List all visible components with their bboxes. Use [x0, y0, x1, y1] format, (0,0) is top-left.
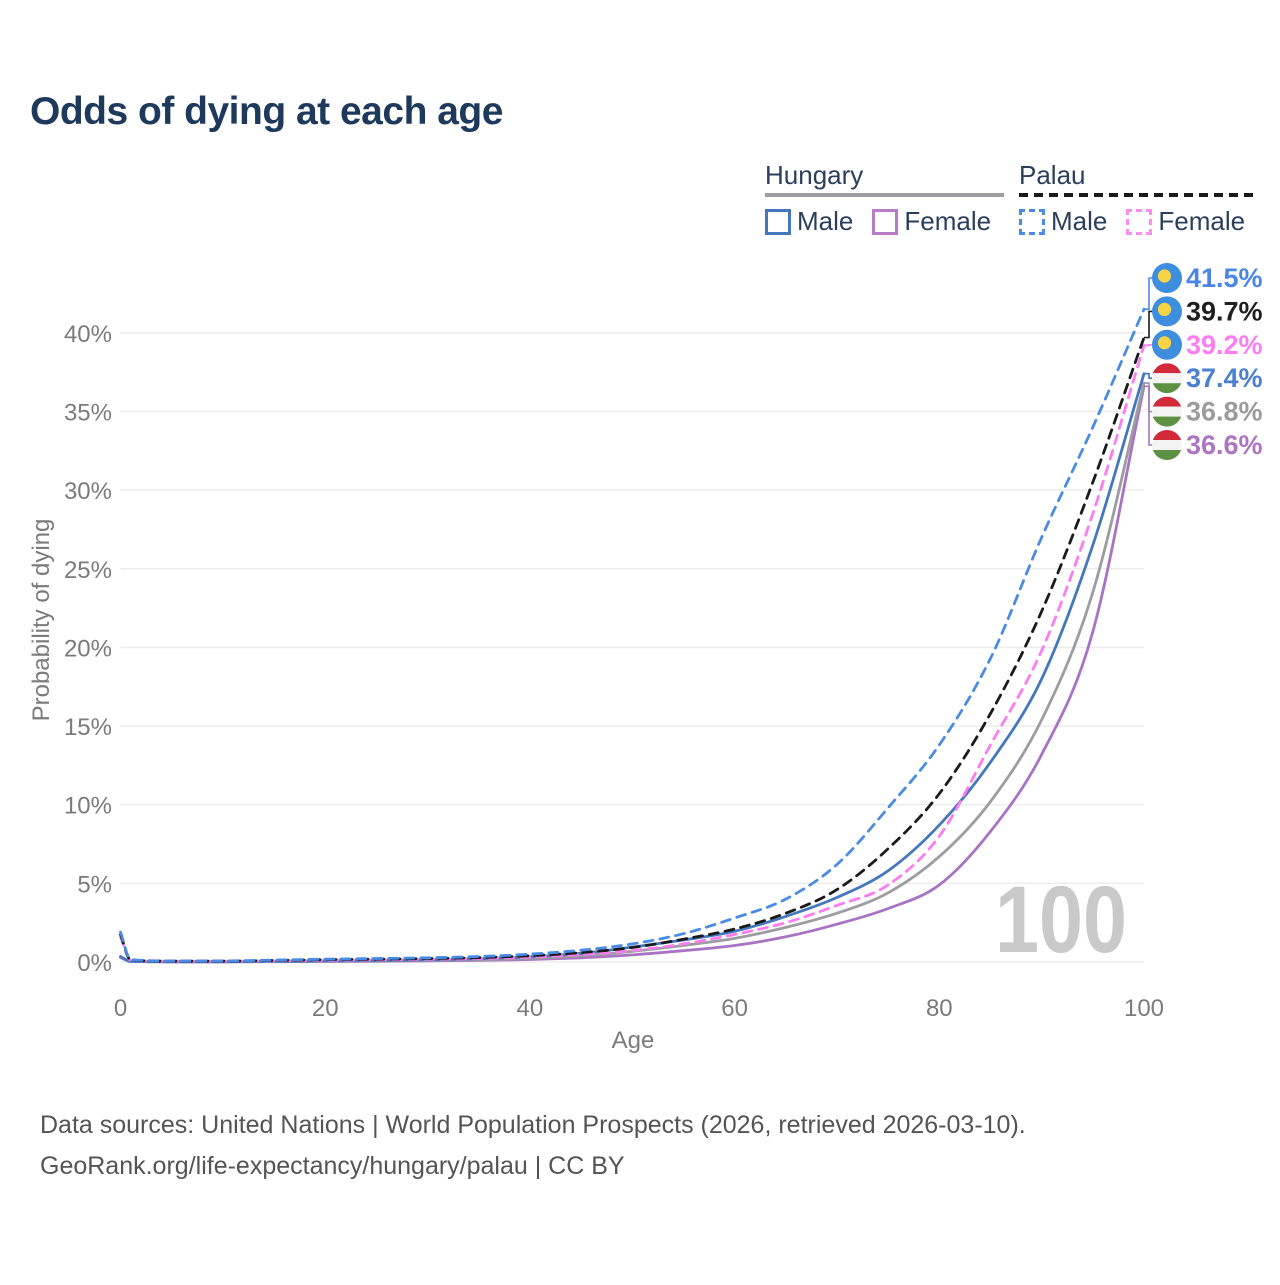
legend-country-label: Palau	[1019, 160, 1086, 190]
flag-icon-palau	[1152, 263, 1182, 293]
page-title: Odds of dying at each age	[30, 90, 503, 133]
legend-item-label: Female	[1158, 206, 1246, 236]
x-tick-label: 100	[1124, 995, 1164, 1022]
leader-line	[1144, 385, 1153, 446]
legend-item-label: Male	[797, 206, 854, 236]
line-hungary-male	[119, 372, 1146, 964]
line-palau-female	[119, 344, 1146, 963]
chart-footer: Data sources: United Nations | World Pop…	[40, 1105, 1240, 1187]
legend-item-hungary-female[interactable]: Female	[872, 206, 1004, 237]
age-watermark: 100	[995, 867, 1127, 973]
end-label-value: 36.6%	[1186, 430, 1263, 460]
leader-line	[1144, 372, 1153, 379]
y-tick-label: 40%	[64, 321, 112, 348]
palau-female-swatch-icon	[1126, 208, 1153, 235]
flag-icon-hungary	[1152, 396, 1182, 427]
y-axis-title: Probability of dying	[28, 519, 55, 722]
line-palau-total	[119, 336, 1146, 963]
x-tick-label: 0	[114, 995, 127, 1022]
leader-line	[1144, 344, 1153, 347]
x-tick-label: 60	[721, 995, 748, 1022]
attribution-text: GeoRank.org/life-expectancy/hungary/pala…	[40, 1152, 625, 1180]
y-tick-label: 20%	[64, 635, 112, 662]
x-tick-label: 20	[312, 995, 339, 1022]
legend-palau-line-style	[1019, 193, 1259, 197]
legend-item-hungary-male[interactable]: Male	[765, 206, 866, 237]
legend-hungary-line-style	[765, 193, 1005, 197]
legend-item-label: Female	[904, 206, 992, 236]
end-label-value: 39.7%	[1186, 296, 1263, 326]
legend-item-palau-female[interactable]: Female	[1126, 206, 1258, 237]
leader-line	[1144, 310, 1153, 339]
legend-country-label: Hungary	[765, 160, 864, 190]
end-label-value: 36.8%	[1186, 397, 1263, 427]
y-tick-label: 30%	[64, 478, 112, 505]
end-label-value: 39.2%	[1186, 330, 1263, 360]
x-tick-label: 80	[926, 995, 953, 1022]
hungary-female-swatch-icon	[872, 208, 899, 235]
flag-icon-palau	[1152, 296, 1182, 327]
y-tick-label: 35%	[64, 399, 112, 426]
x-tick-label: 40	[517, 995, 544, 1022]
legend-country-hungary[interactable]: Hungary	[765, 160, 1005, 197]
y-tick-label: 5%	[77, 871, 112, 898]
leader-line	[1144, 277, 1153, 310]
flag-icon-hungary	[1152, 363, 1182, 394]
y-tick-label: 25%	[64, 557, 112, 584]
y-tick-label: 0%	[77, 950, 112, 977]
x-axis-title: Age	[612, 1027, 655, 1054]
end-label-value: 41.5%	[1186, 263, 1263, 293]
y-tick-label: 10%	[64, 793, 112, 820]
flag-icon-hungary	[1152, 430, 1182, 460]
legend-item-palau-male[interactable]: Male	[1019, 206, 1120, 237]
line-hungary-female	[119, 384, 1146, 964]
flag-icon-palau	[1152, 329, 1182, 360]
end-label-value: 37.4%	[1186, 363, 1263, 393]
legend-item-label: Male	[1051, 206, 1108, 236]
y-tick-label: 15%	[64, 714, 112, 741]
palau-male-swatch-icon	[1019, 208, 1045, 235]
legend-group-palau: Palau Male Female	[1019, 160, 1259, 237]
legend-group-hungary: Hungary Male Female	[765, 160, 1005, 237]
hungary-male-swatch-icon	[765, 208, 791, 235]
line-hungary-total	[119, 381, 1146, 964]
legend-country-palau[interactable]: Palau	[1019, 160, 1259, 197]
data-sources-text: Data sources: United Nations | World Pop…	[40, 1111, 1026, 1139]
line-palau-male	[119, 307, 1146, 963]
